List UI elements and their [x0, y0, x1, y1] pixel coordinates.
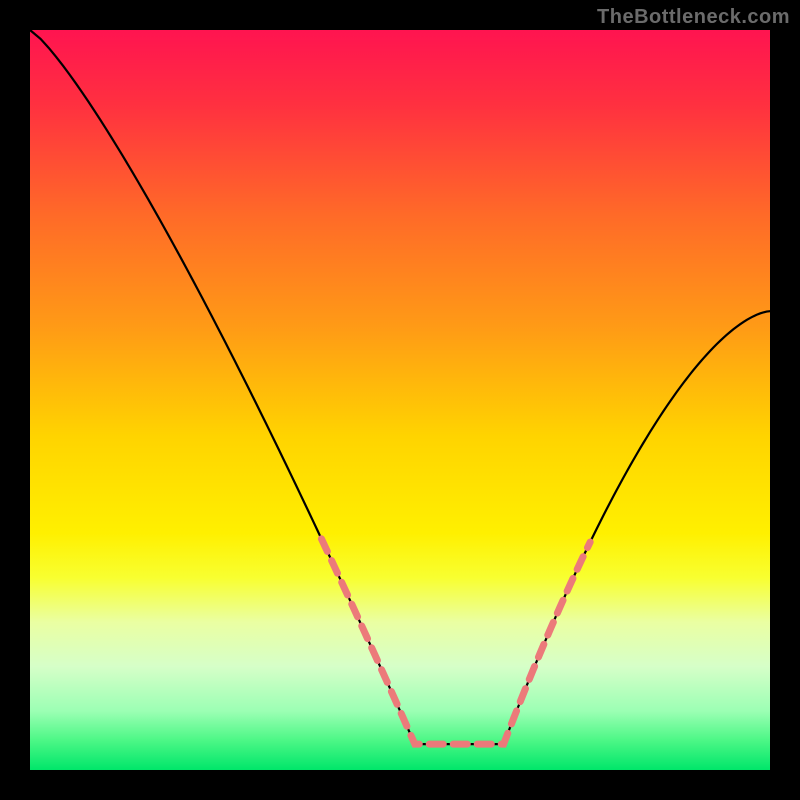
chart-svg [30, 30, 770, 770]
watermark-text: TheBottleneck.com [597, 6, 790, 29]
chart-frame: TheBottleneck.com [0, 0, 800, 800]
plot-area [30, 30, 770, 770]
gradient-background [30, 30, 770, 770]
